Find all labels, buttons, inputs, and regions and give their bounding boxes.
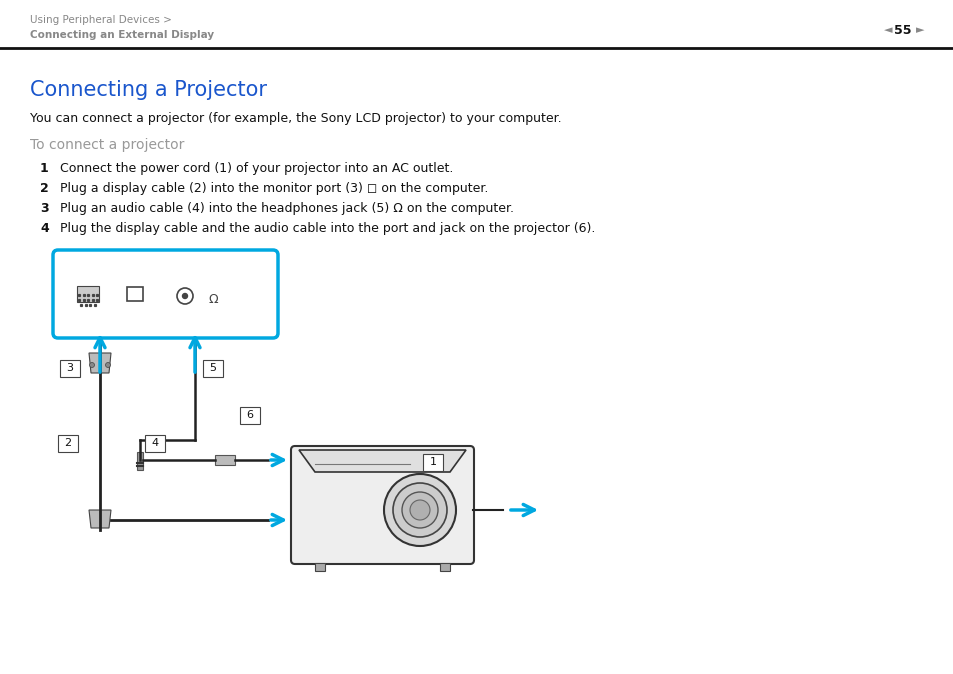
Bar (60, 359, 80, 377)
Text: ►: ► (915, 25, 923, 35)
Text: 2: 2 (65, 438, 71, 448)
Polygon shape (89, 510, 111, 528)
Circle shape (177, 288, 193, 304)
Text: 1: 1 (429, 457, 436, 467)
Bar (439, 563, 450, 571)
FancyBboxPatch shape (291, 446, 474, 564)
Circle shape (182, 293, 188, 299)
Polygon shape (298, 450, 465, 472)
Circle shape (90, 363, 94, 367)
Text: 2: 2 (40, 182, 49, 195)
Bar (127, 287, 143, 301)
Text: Plug the display cable and the audio cable into the port and jack on the project: Plug the display cable and the audio cab… (60, 222, 595, 235)
Circle shape (393, 483, 447, 537)
Text: Ω: Ω (208, 293, 217, 306)
Text: 6: 6 (246, 410, 253, 420)
Text: 4: 4 (40, 222, 49, 235)
Text: Connecting an External Display: Connecting an External Display (30, 30, 213, 40)
Bar (314, 563, 325, 571)
Bar (58, 435, 78, 452)
Text: 4: 4 (152, 438, 158, 448)
Bar (214, 455, 234, 465)
Text: 55: 55 (893, 24, 911, 36)
Polygon shape (89, 353, 111, 373)
Text: Plug a display cable (2) into the monitor port (3) ◻ on the computer.: Plug a display cable (2) into the monito… (60, 182, 488, 195)
Bar (240, 406, 260, 423)
Text: You can connect a projector (for example, the Sony LCD projector) to your comput: You can connect a projector (for example… (30, 112, 561, 125)
Bar (77, 286, 99, 302)
Bar (203, 359, 223, 377)
Bar (137, 452, 143, 470)
Circle shape (384, 474, 456, 546)
Bar (422, 454, 442, 470)
Text: Plug an audio cable (4) into the headphones jack (5) Ω on the computer.: Plug an audio cable (4) into the headpho… (60, 202, 514, 215)
Text: Connect the power cord (1) of your projector into an AC outlet.: Connect the power cord (1) of your proje… (60, 162, 453, 175)
Circle shape (401, 492, 437, 528)
Circle shape (106, 363, 111, 367)
Bar (145, 435, 165, 452)
Text: Connecting a Projector: Connecting a Projector (30, 80, 267, 100)
Text: Using Peripheral Devices >: Using Peripheral Devices > (30, 15, 172, 25)
Text: 5: 5 (210, 363, 216, 373)
Text: 1: 1 (40, 162, 49, 175)
Text: ◄: ◄ (882, 25, 891, 35)
Circle shape (410, 500, 430, 520)
Text: To connect a projector: To connect a projector (30, 138, 184, 152)
FancyBboxPatch shape (53, 250, 277, 338)
Text: 3: 3 (67, 363, 73, 373)
Text: 3: 3 (40, 202, 49, 215)
